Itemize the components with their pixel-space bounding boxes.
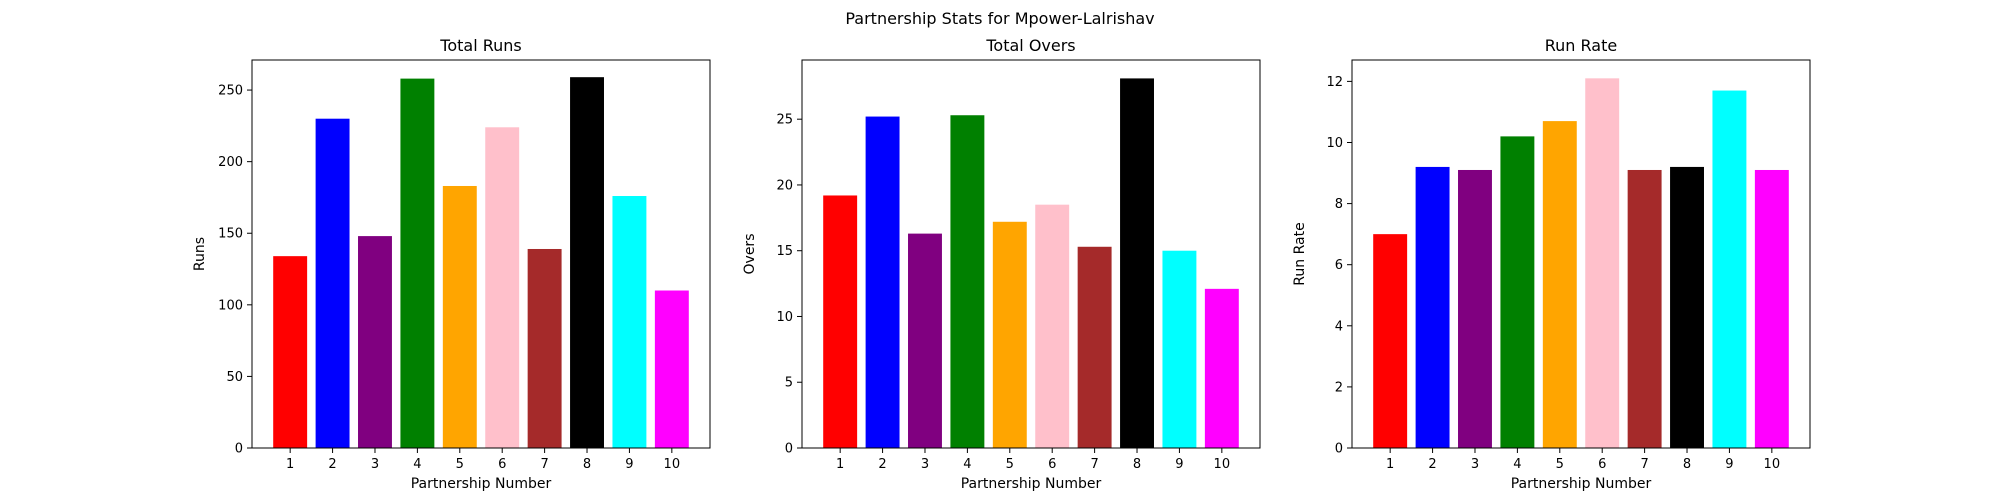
bar-5 [1542,121,1577,448]
y-tick-label: 25 [776,113,793,128]
bar-2 [315,118,350,448]
y-tick-label: 20 [776,178,793,193]
figure-title: Partnership Stats for Mpower-Lalrishav [845,9,1154,28]
x-tick-label: 4 [1513,457,1521,472]
y-tick-label: 6 [1335,258,1343,273]
bar-5 [992,221,1027,448]
y-tick-label: 15 [776,244,793,259]
x-tick-label: 8 [1683,457,1691,472]
bar-6 [485,127,520,448]
bar-1 [823,195,858,448]
x-tick-label: 4 [963,457,971,472]
x-tick-label: 9 [1725,457,1733,472]
bar-5 [442,185,477,449]
y-tick-label: 100 [218,298,243,313]
x-tick-label: 4 [413,457,421,472]
x-tick-label: 6 [1048,457,1056,472]
bar-7 [1077,246,1112,448]
bar-2 [1415,166,1450,448]
bar-10 [654,290,689,448]
x-tick-label: 8 [1133,457,1141,472]
x-tick-label: 10 [1764,457,1781,472]
bar-10 [1204,288,1239,448]
bar-6 [1585,78,1620,448]
y-tick-label: 4 [1335,319,1343,334]
bar-3 [358,236,392,448]
y-tick-label: 12 [1326,75,1343,90]
y-tick-label: 8 [1335,197,1343,212]
y-tick-label: 10 [1326,136,1343,151]
y-tick-label: 2 [1335,380,1343,395]
x-tick-label: 2 [878,457,886,472]
plot-frame [1351,59,1811,449]
x-tick-label: 7 [1640,457,1648,472]
bar-1 [273,256,308,448]
bar-9 [612,196,647,448]
x-tick-label: 10 [664,457,681,472]
y-tick-label: 50 [226,370,243,385]
bar-4 [400,78,435,449]
y-tick-label: 5 [785,376,793,391]
y-tick-label: 150 [218,227,243,242]
bar-3 [908,233,942,448]
y-tick-label: 250 [218,84,243,99]
x-axis-label: Partnership Number [1511,476,1652,492]
bar-8 [1670,166,1704,448]
x-tick-label: 5 [1556,457,1564,472]
x-tick-label: 2 [328,457,336,472]
x-tick-label: 8 [583,457,591,472]
y-tick-label: 0 [235,442,243,457]
plot-frame [801,59,1261,449]
y-axis-label: Runs [192,237,208,271]
y-tick-label: 10 [776,310,793,325]
x-tick-label: 1 [1386,457,1394,472]
bar-6 [1035,204,1070,448]
x-tick-label: 2 [1428,457,1436,472]
bar-1 [1373,234,1408,448]
bar-4 [950,115,985,449]
chart-title: Run Rate [1545,36,1617,55]
bar-3 [1458,169,1492,449]
y-axis-label: Run Rate [1292,222,1308,285]
bar-8 [570,77,604,449]
x-tick-label: 7 [1090,457,1098,472]
x-tick-label: 5 [456,457,464,472]
bar-7 [1627,169,1662,449]
x-tick-label: 9 [1175,457,1183,472]
y-axis-label: Overs [742,234,758,275]
y-tick-label: 200 [218,155,243,170]
x-tick-label: 10 [1214,457,1231,472]
x-tick-label: 6 [498,457,506,472]
x-tick-label: 5 [1006,457,1014,472]
y-tick-label: 0 [785,442,793,457]
bar-2 [865,116,900,448]
bar-10 [1754,169,1789,449]
x-axis-label: Partnership Number [961,476,1102,492]
x-tick-label: 7 [540,457,548,472]
chart-title: Total Runs [439,36,521,55]
x-axis-label: Partnership Number [411,476,552,492]
x-tick-label: 1 [286,457,294,472]
bar-4 [1500,136,1535,448]
bar-8 [1120,78,1154,448]
y-tick-label: 0 [1335,442,1343,457]
bar-9 [1712,90,1747,449]
x-tick-label: 9 [625,457,633,472]
x-tick-label: 3 [1471,457,1479,472]
x-tick-label: 3 [371,457,379,472]
plot-frame [251,59,711,449]
chart-panel-2: Total Overs 1 2 3 4 5 6 7 8 9 10 0 5 10 15 20 25 Partners… [742,36,1261,492]
chart-title: Total Overs [985,36,1075,55]
bar-9 [1162,250,1197,448]
x-tick-label: 6 [1598,457,1606,472]
x-tick-label: 3 [921,457,929,472]
x-tick-label: 1 [836,457,844,472]
bar-7 [527,248,562,448]
